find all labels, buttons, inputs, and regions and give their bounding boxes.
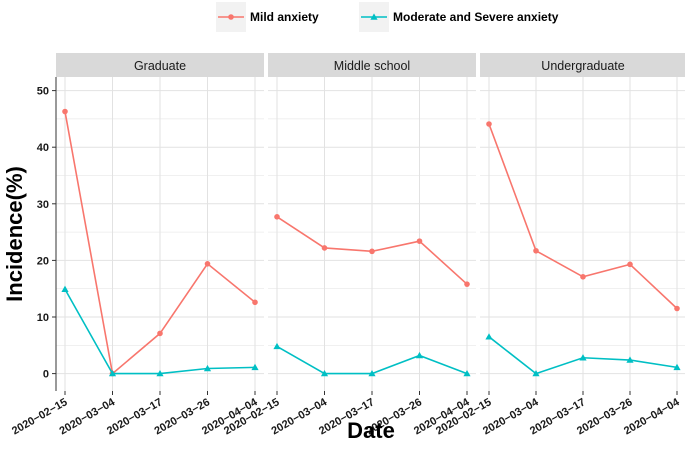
- panel-strip: [268, 53, 476, 77]
- data-point: [673, 363, 681, 371]
- data-point: [156, 370, 164, 377]
- data-point: [62, 108, 68, 115]
- data-point: [464, 281, 470, 287]
- data-point: [674, 305, 680, 312]
- panel-graduate: Graduate2020−02−152020−03−042020−03−1720…: [10, 53, 264, 437]
- y-tick-label: 20: [37, 255, 49, 267]
- data-point: [61, 285, 69, 292]
- legend-label: Moderate and Severe anxiety: [393, 10, 559, 24]
- panel-strip: [480, 53, 685, 77]
- data-point: [203, 364, 212, 372]
- data-point: [157, 330, 163, 337]
- data-point: [273, 342, 281, 350]
- data-point: [368, 370, 376, 377]
- legend: Mild anxiety Moderate and Severe anxiety: [216, 2, 559, 32]
- data-point: [416, 238, 423, 244]
- data-point: [321, 245, 328, 251]
- data-point: [463, 370, 471, 377]
- y-tick-label: 10: [37, 312, 49, 324]
- panel-title: Graduate: [134, 59, 186, 73]
- data-point: [252, 299, 258, 306]
- legend-item-moderate-severe: Moderate and Severe anxiety: [359, 2, 559, 32]
- data-point: [251, 363, 259, 371]
- panel-title: Middle school: [334, 59, 410, 73]
- y-axis-title: Incidence(%): [2, 166, 27, 302]
- data-point: [486, 121, 492, 127]
- y-tick-label: 0: [43, 369, 49, 381]
- legend-item-mild: Mild anxiety: [216, 2, 319, 32]
- y-tick-label: 30: [37, 199, 49, 211]
- data-point: [580, 274, 586, 280]
- data-point: [369, 248, 375, 255]
- y-tick-label: 40: [37, 142, 49, 154]
- data-point: [415, 351, 424, 359]
- data-point: [204, 260, 211, 267]
- data-point: [532, 370, 540, 377]
- panels: Graduate2020−02−152020−03−042020−03−1720…: [10, 53, 685, 437]
- data-point: [626, 356, 634, 363]
- y-axis: 0 10 20 30 40 50: [37, 77, 57, 391]
- data-point: [274, 214, 280, 220]
- legend-label: Mild anxiety: [250, 10, 319, 24]
- data-point: [627, 261, 633, 268]
- y-tick-label: 50: [37, 86, 49, 98]
- legend-key-marker: [370, 13, 378, 20]
- panel-title: Undergraduate: [541, 59, 624, 73]
- data-point: [485, 333, 493, 340]
- legend-key-marker: [228, 14, 234, 20]
- data-point: [533, 247, 539, 254]
- panel-middle-school: Middle school2020−02−152020−03−042020−03…: [222, 53, 476, 437]
- data-point: [320, 370, 329, 377]
- data-point: [108, 370, 117, 377]
- panel-strip: [56, 53, 264, 77]
- data-point: [579, 354, 587, 361]
- x-axis-title: Date: [347, 418, 395, 443]
